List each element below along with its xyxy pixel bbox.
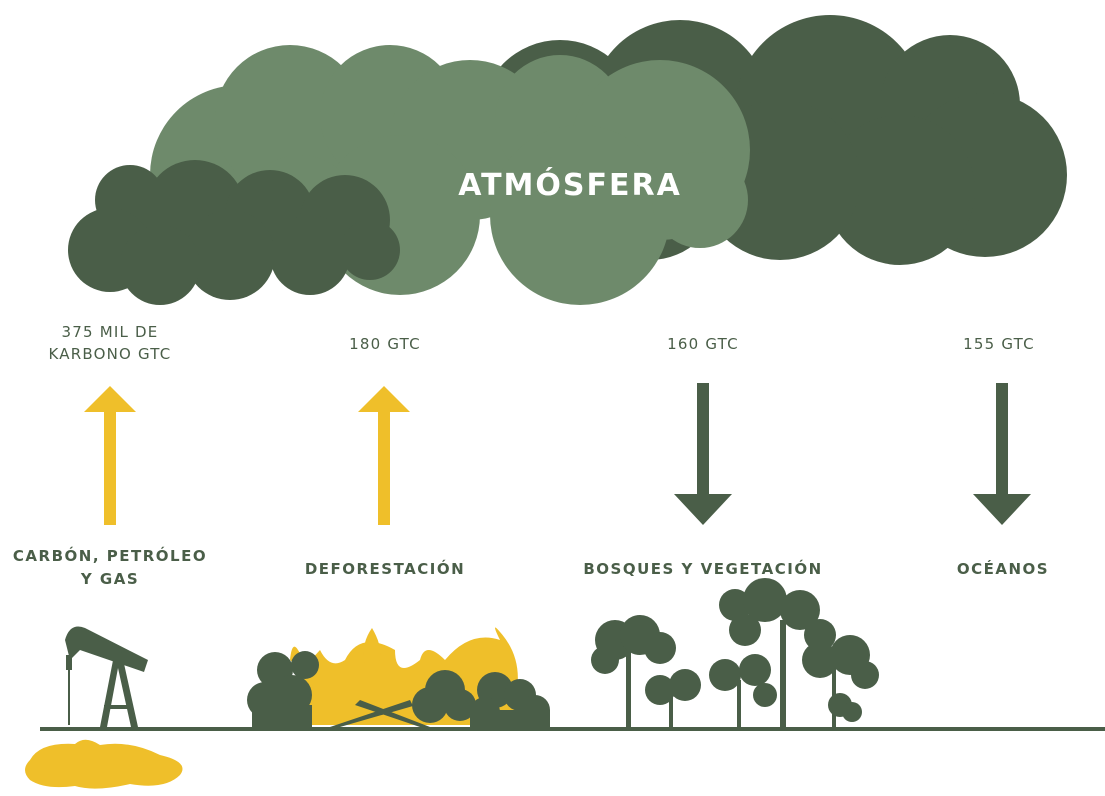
label: DEFORESTACIÓN [305,559,465,578]
pump-jack [65,626,148,727]
label: CARBÓN, PETRÓLEO Y GAS [13,546,207,588]
burning-trees [247,651,550,727]
arrow-down [674,383,732,525]
label: OCÉANOS [957,559,1049,578]
cloud-dark-left [68,160,400,305]
arrow-up [84,386,136,525]
arrow-down [973,383,1031,525]
arrow-up [358,386,410,525]
oil-puddle [25,739,183,789]
amount: 155 GTC [963,335,1035,353]
title: ATMÓSFERA [458,166,682,203]
forest [591,578,879,727]
amount: 180 GTC [349,335,421,353]
amount: 160 GTC [667,335,739,353]
label: BOSQUES Y VEGETACIÓN [583,559,822,578]
amount: 375 MIL DE KARBONO GTC [49,323,172,363]
ground-line [40,727,1105,731]
